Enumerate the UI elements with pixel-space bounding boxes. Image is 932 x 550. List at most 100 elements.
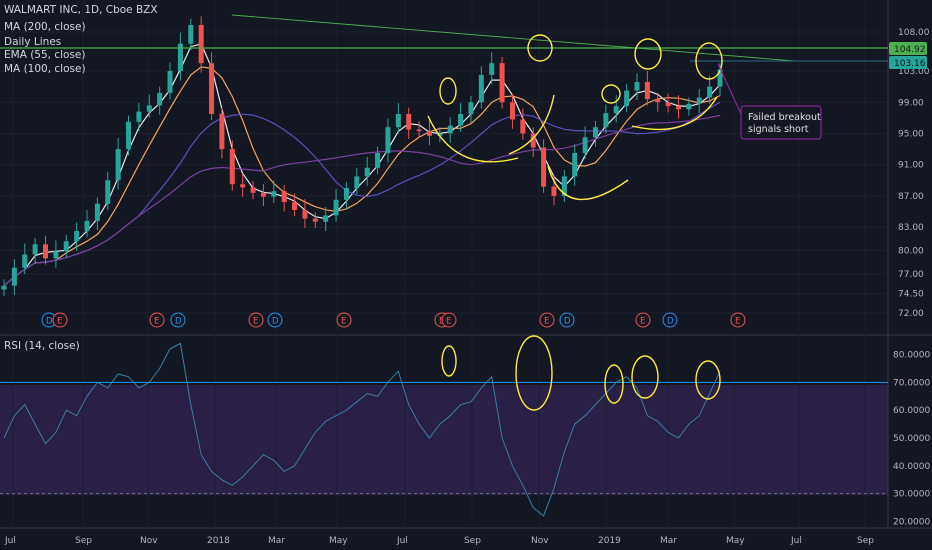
candle-body [478, 74, 484, 103]
candle-body [696, 97, 702, 104]
date-axis-label: Nov [140, 536, 158, 546]
candle-body [375, 152, 381, 168]
price-axis-label: 74.50 [898, 289, 924, 299]
candle-body [312, 218, 318, 222]
earnings-marker[interactable] [441, 312, 457, 328]
candle-body [665, 102, 671, 107]
annot-shoulder-right [508, 94, 555, 155]
earnings-marker[interactable] [539, 312, 555, 328]
candle-body [572, 152, 578, 177]
candle-body [499, 63, 505, 103]
callout-text-2: signals short [748, 124, 809, 135]
date-axis-label: 2019 [598, 536, 621, 546]
candle-body [53, 251, 59, 259]
event-marker-label: E [446, 317, 451, 327]
yellow-annotations [427, 34, 723, 411]
rsi-annot-4 [631, 355, 659, 399]
candle-body [63, 241, 69, 252]
dividend-marker[interactable] [267, 312, 283, 328]
candle-body [624, 90, 630, 107]
price-axis-label: 80.00 [898, 247, 924, 257]
annot-circle-3 [601, 84, 621, 104]
event-marker-label: E [341, 317, 346, 327]
date-axis-label: Sep [857, 536, 874, 546]
ma200-line [3, 114, 721, 287]
dividend-marker[interactable] [559, 312, 575, 328]
event-marker-label: E [735, 317, 740, 327]
candle-body [561, 176, 567, 196]
date-axis-label: Mar [268, 536, 285, 546]
rsi-axis: 80.0000 70.0000 60.0000 50.0000 40.0000 30.00… [893, 351, 930, 528]
rsi-axis-label: 60.0000 [893, 406, 930, 416]
rsi-axis-label: 80.0000 [893, 351, 930, 361]
rsi-series [0, 342, 888, 517]
annot-right-base [631, 96, 718, 131]
candle-body [644, 81, 650, 100]
earnings-marker[interactable] [149, 312, 165, 328]
event-marker-label: D [175, 317, 182, 327]
rsi-axis-label: 70.0000 [893, 378, 930, 388]
rsi-axis-label: 40.0000 [893, 462, 930, 472]
candle-body [364, 167, 370, 177]
price-axis-label: 95.00 [898, 129, 924, 139]
price-axis-label: 108.00 [898, 28, 930, 38]
annot-circle-2 [527, 34, 553, 62]
candle-body [43, 244, 49, 259]
event-marker-label: D [46, 317, 53, 327]
candlesticks [1, 16, 723, 296]
candle-body [489, 63, 495, 75]
badge-upper-bg [889, 42, 927, 55]
callout-box [740, 105, 822, 140]
candle-body [209, 63, 215, 114]
candle-body [115, 149, 121, 181]
rsi-overbought-fill [0, 385, 888, 495]
rsi-annot-2 [515, 335, 553, 411]
ma-fast-line [3, 43, 721, 287]
annot-head [547, 165, 629, 201]
date-axis-label: Nov [531, 536, 549, 546]
price-axis-label: 87.00 [898, 192, 924, 202]
date-axis-label: Jul [4, 536, 16, 546]
price-axis-label: 72.00 [898, 309, 924, 319]
dividend-marker[interactable] [662, 312, 678, 328]
date-axis-label: May [726, 536, 745, 546]
date-axis-label: Jul [790, 536, 802, 546]
candle-body [686, 103, 692, 110]
earnings-marker[interactable] [635, 312, 651, 328]
chart-title: WALMART INC, 1D, Cboe BZX [4, 4, 158, 16]
candle-body [343, 188, 349, 200]
candle-body [1, 285, 7, 290]
dividend-marker[interactable] [170, 312, 186, 328]
price-axis-label: 77.00 [898, 270, 924, 280]
date-axis-label: May [329, 536, 348, 546]
event-marker-label: E [57, 317, 62, 327]
candle-body [250, 187, 256, 193]
earnings-marker[interactable] [730, 312, 746, 328]
candle-body [198, 24, 204, 64]
candle-body [634, 81, 640, 91]
rsi-annot-1 [441, 345, 457, 377]
candle-body [655, 99, 661, 103]
candle-body [603, 113, 609, 128]
date-axis-label: Jul [396, 536, 408, 546]
earnings-marker[interactable] [52, 312, 68, 328]
badge-upper: 104.92 [894, 45, 926, 55]
candle-body [406, 113, 412, 130]
date-axis: Jul Sep Nov 2018 Mar May Jul Sep Nov 2019 Mar May Ju… [4, 536, 874, 546]
earnings-marker[interactable] [248, 312, 264, 328]
event-marker-label: E [640, 317, 645, 327]
rsi-axis-label: 20.0000 [893, 518, 930, 528]
price-axis-label: 83.00 [898, 223, 924, 233]
candle-body [292, 202, 298, 210]
price-axis-label: 99.00 [898, 98, 924, 108]
callout-text-1: Failed breakout [748, 112, 821, 123]
candle-body [707, 86, 713, 98]
candle-body [541, 147, 547, 187]
candle-body [437, 133, 443, 136]
candle-body [509, 102, 515, 120]
candle-body [188, 24, 194, 44]
earnings-marker[interactable] [336, 312, 352, 328]
badge-lower: 103.16 [894, 59, 926, 69]
candle-body [675, 106, 681, 110]
